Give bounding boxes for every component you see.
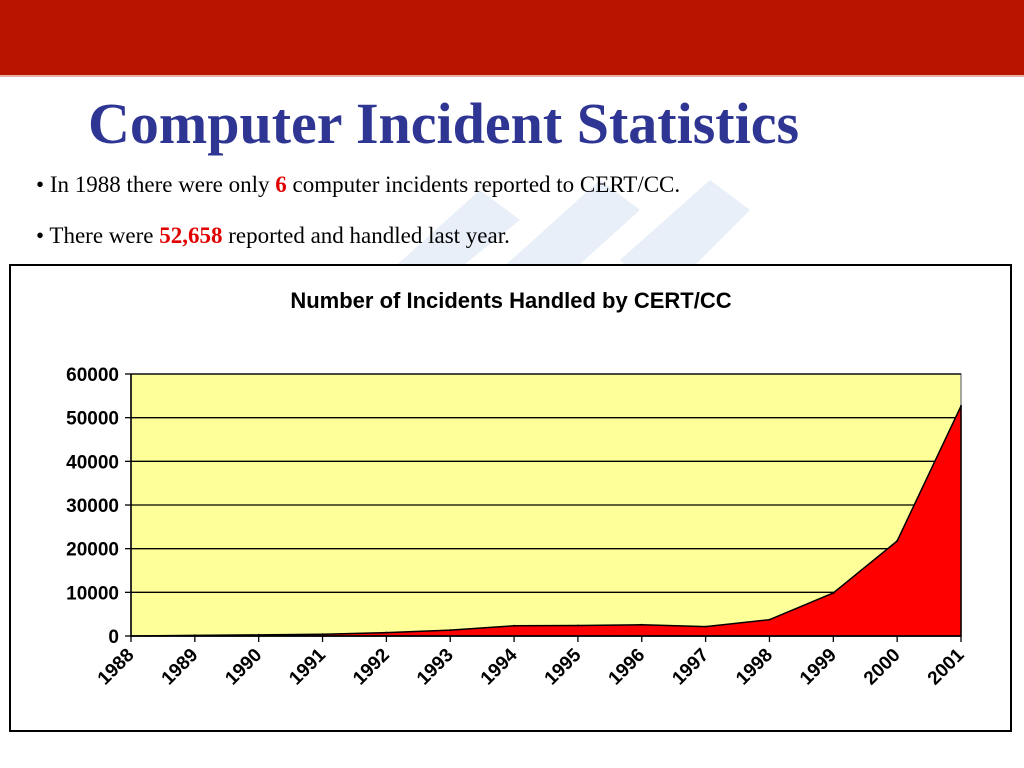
- bullet-text: There were: [49, 223, 154, 248]
- data-point: [576, 624, 579, 627]
- data-point: [449, 629, 452, 632]
- bullet-marker: •: [36, 172, 45, 197]
- y-tick-label: 50000: [66, 409, 119, 430]
- x-tick-label: 1988: [94, 645, 139, 690]
- data-point: [960, 405, 962, 408]
- data-point: [832, 591, 835, 594]
- x-tick-label: 1998: [732, 645, 777, 690]
- chart-frame: Number of Incidents Handled by CERT/CC 0 1…: [9, 264, 1012, 732]
- x-tick-label: 1995: [541, 644, 586, 689]
- x-tick-label: 1991: [285, 644, 330, 689]
- data-point: [385, 631, 388, 634]
- x-tick-label: 1994: [477, 644, 522, 689]
- chart-title: Number of Incidents Handled by CERT/CC: [290, 288, 731, 313]
- x-tick-label: 1990: [221, 645, 266, 690]
- x-tick-label: 1999: [796, 645, 841, 690]
- highlight-value: 6: [275, 172, 287, 197]
- data-point: [704, 625, 707, 628]
- header-bar: [0, 0, 1024, 77]
- x-tick-label: 1989: [158, 645, 203, 690]
- data-point: [768, 618, 771, 621]
- area-chart: Number of Incidents Handled by CERT/CC01…: [66, 288, 969, 690]
- bullet-text: reported and handled last year.: [228, 223, 510, 248]
- y-tick-label: 60000: [66, 365, 119, 386]
- y-tick-label: 40000: [66, 452, 119, 473]
- x-tick-label: 1992: [349, 645, 394, 690]
- data-point: [640, 623, 643, 626]
- y-tick-label: 20000: [66, 540, 119, 561]
- x-tick-label: 2000: [860, 645, 905, 690]
- highlight-value: 52,658: [159, 223, 223, 248]
- data-point: [513, 624, 516, 627]
- bullet-item: • In 1988 there were only 6 computer inc…: [36, 172, 680, 198]
- bullet-marker: •: [36, 223, 45, 248]
- bullet-item: • There were 52,658 reported and handled…: [36, 223, 510, 249]
- y-tick-label: 10000: [66, 583, 119, 604]
- x-tick-label: 1996: [605, 645, 650, 690]
- data-point: [321, 633, 324, 636]
- y-tick-label: 30000: [66, 496, 119, 517]
- slide-title: Computer Incident Statistics: [88, 91, 800, 156]
- x-tick-label: 1997: [668, 645, 713, 690]
- y-tick-label: 0: [108, 627, 119, 648]
- bullet-text: computer incidents reported to CERT/CC.: [292, 172, 681, 197]
- x-tick-label: 1993: [413, 645, 458, 690]
- bullet-text: In 1988 there were only: [49, 172, 270, 197]
- data-point: [896, 539, 899, 542]
- x-tick-label: 2001: [924, 644, 969, 689]
